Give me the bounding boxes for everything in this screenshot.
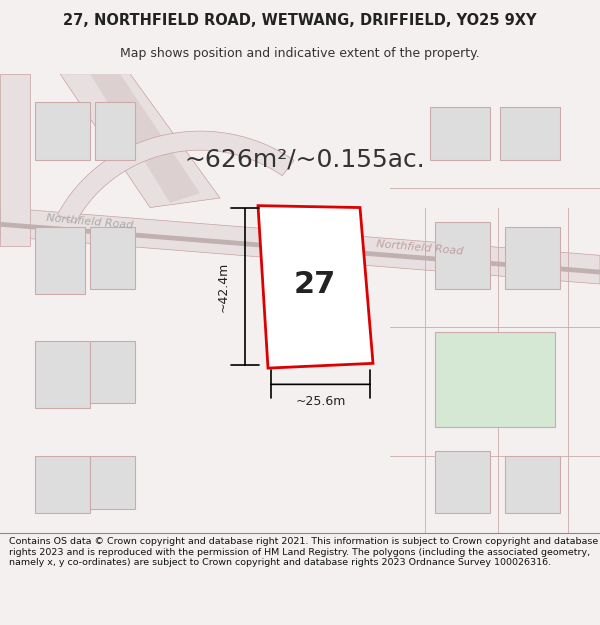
Polygon shape bbox=[0, 208, 600, 284]
Text: ~25.6m: ~25.6m bbox=[295, 395, 346, 408]
Polygon shape bbox=[58, 131, 294, 223]
Text: ~42.4m: ~42.4m bbox=[217, 262, 229, 312]
Bar bbox=[35, 456, 90, 513]
Text: 27, NORTHFIELD ROAD, WETWANG, DRIFFIELD, YO25 9XY: 27, NORTHFIELD ROAD, WETWANG, DRIFFIELD,… bbox=[63, 13, 537, 28]
Bar bbox=[90, 227, 135, 289]
Bar bbox=[435, 332, 555, 428]
Polygon shape bbox=[90, 74, 200, 202]
Bar bbox=[435, 451, 490, 513]
Polygon shape bbox=[258, 206, 373, 368]
Text: Northfield Road: Northfield Road bbox=[376, 239, 464, 256]
Text: ~626m²/~0.155ac.: ~626m²/~0.155ac. bbox=[185, 148, 425, 172]
Bar bbox=[35, 227, 85, 294]
Bar bbox=[35, 102, 90, 160]
Bar bbox=[500, 107, 560, 160]
Bar bbox=[35, 341, 90, 408]
Polygon shape bbox=[0, 222, 600, 274]
Bar bbox=[505, 227, 560, 289]
Bar bbox=[505, 456, 560, 513]
Bar bbox=[90, 456, 135, 509]
Bar bbox=[95, 102, 135, 160]
Bar bbox=[90, 341, 135, 404]
Text: Map shows position and indicative extent of the property.: Map shows position and indicative extent… bbox=[120, 47, 480, 59]
Polygon shape bbox=[60, 74, 220, 208]
Text: Contains OS data © Crown copyright and database right 2021. This information is : Contains OS data © Crown copyright and d… bbox=[9, 537, 598, 567]
Bar bbox=[430, 107, 490, 160]
Polygon shape bbox=[0, 74, 30, 246]
Text: 27: 27 bbox=[294, 269, 336, 299]
Bar bbox=[435, 222, 490, 289]
Text: Northfield Road: Northfield Road bbox=[46, 213, 134, 231]
